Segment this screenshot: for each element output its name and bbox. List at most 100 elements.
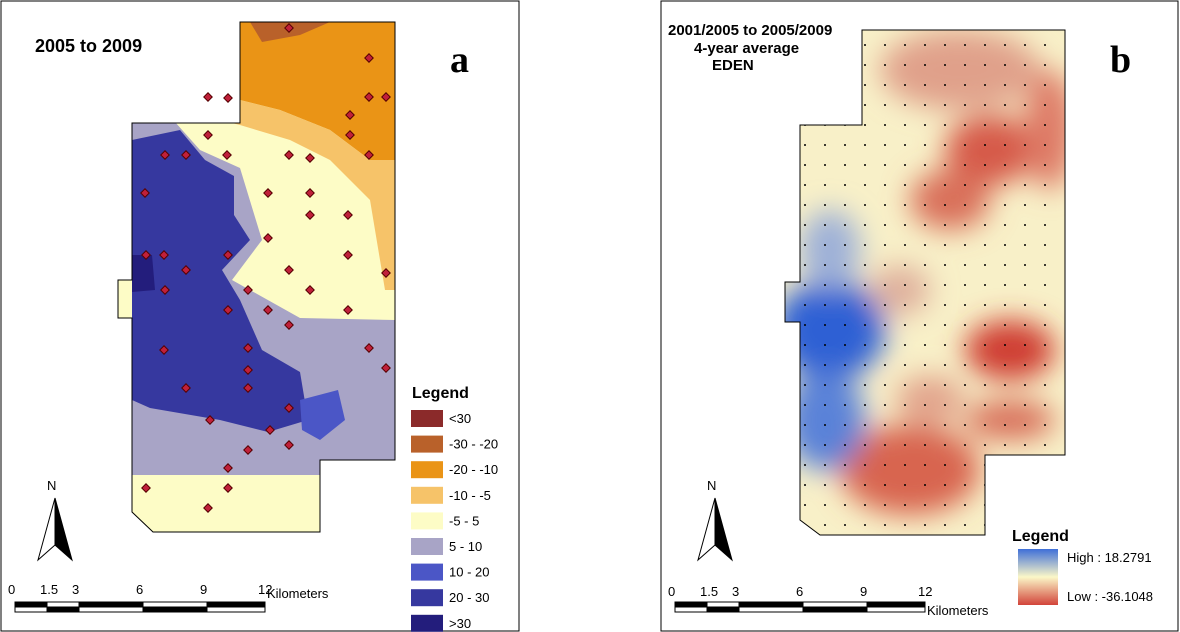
station (364, 150, 374, 160)
grid-point (904, 304, 906, 306)
station (343, 305, 353, 315)
station (223, 93, 233, 103)
grid-point (964, 84, 966, 86)
station (345, 110, 355, 120)
grid-point (1044, 224, 1046, 226)
grid-point (924, 184, 926, 186)
grid-point (824, 444, 826, 446)
grid-point (1044, 344, 1046, 346)
grid-point (824, 364, 826, 366)
grid-point (864, 64, 866, 66)
grid-point (1004, 224, 1006, 226)
grid-point (1024, 284, 1026, 286)
station (181, 383, 191, 393)
grid-point (924, 244, 926, 246)
station (243, 383, 253, 393)
grid-point (864, 244, 866, 246)
grid-point (904, 144, 906, 146)
station (284, 150, 294, 160)
grid-point (844, 504, 846, 506)
grid-point (944, 44, 946, 46)
grid-point (804, 224, 806, 226)
grid-point (984, 344, 986, 346)
grid-point (944, 164, 946, 166)
grid-point (904, 224, 906, 226)
grid-point (824, 204, 826, 206)
grid-point (864, 284, 866, 286)
grid-point (864, 144, 866, 146)
grid-point (824, 144, 826, 146)
grid-point (1004, 264, 1006, 266)
grid-point (804, 424, 806, 426)
grid-point (844, 264, 846, 266)
station (305, 153, 315, 163)
station (223, 250, 233, 260)
legend-swatch (411, 512, 443, 530)
grid-point (944, 84, 946, 86)
scale-unit: Kilometers (927, 603, 989, 618)
station (141, 250, 151, 260)
scale-label: 9 (860, 584, 867, 599)
station (263, 305, 273, 315)
legend-low: Low : -36.1048 (1067, 589, 1153, 604)
grid-point (884, 284, 886, 286)
grid-point (1044, 264, 1046, 266)
grid-point (884, 304, 886, 306)
grid-point (1044, 384, 1046, 386)
grid-point (964, 444, 966, 446)
grid-point (844, 344, 846, 346)
station (284, 23, 294, 33)
grid-point (884, 524, 886, 526)
grid-point (864, 184, 866, 186)
grid-point (1044, 204, 1046, 206)
grid-point (864, 204, 866, 206)
grid-point (864, 164, 866, 166)
grid-point (984, 324, 986, 326)
grid-point (1024, 104, 1026, 106)
grid-point (904, 404, 906, 406)
grid-point (844, 304, 846, 306)
station (223, 305, 233, 315)
grid-point (844, 424, 846, 426)
scale-label: 12 (918, 584, 932, 599)
grid-point (1044, 404, 1046, 406)
grid-point (964, 384, 966, 386)
grid-point (964, 144, 966, 146)
grid-point (984, 84, 986, 86)
station (181, 265, 191, 275)
grid-point (904, 164, 906, 166)
grid-point (904, 204, 906, 206)
grid-point (824, 164, 826, 166)
grid-point (964, 484, 966, 486)
station (203, 92, 213, 102)
grid-point (1024, 44, 1026, 46)
grid-point (804, 344, 806, 346)
grid-point (864, 424, 866, 426)
grid-point (944, 464, 946, 466)
legend-label: -10 - -5 (449, 488, 491, 503)
grid-point (944, 144, 946, 146)
grid-point (1024, 164, 1026, 166)
grid-point (884, 44, 886, 46)
legend-label: -30 - -20 (449, 437, 498, 452)
grid-point (924, 384, 926, 386)
grid-point (804, 364, 806, 366)
grid-point (864, 104, 866, 106)
grid-point (844, 484, 846, 486)
grid-point (964, 64, 966, 66)
grid-point (984, 264, 986, 266)
grid-point (844, 364, 846, 366)
grid-point (984, 104, 986, 106)
scale-segment (14, 601, 48, 608)
grid-point (864, 84, 866, 86)
station (243, 285, 253, 295)
boundary (784, 29, 1066, 536)
grid-point (984, 284, 986, 286)
grid-point (1044, 124, 1046, 126)
grid-point (824, 264, 826, 266)
grid-point (824, 304, 826, 306)
grid-point (864, 344, 866, 346)
grid-point (904, 324, 906, 326)
grid-point (1024, 344, 1026, 346)
grid-point (804, 504, 806, 506)
